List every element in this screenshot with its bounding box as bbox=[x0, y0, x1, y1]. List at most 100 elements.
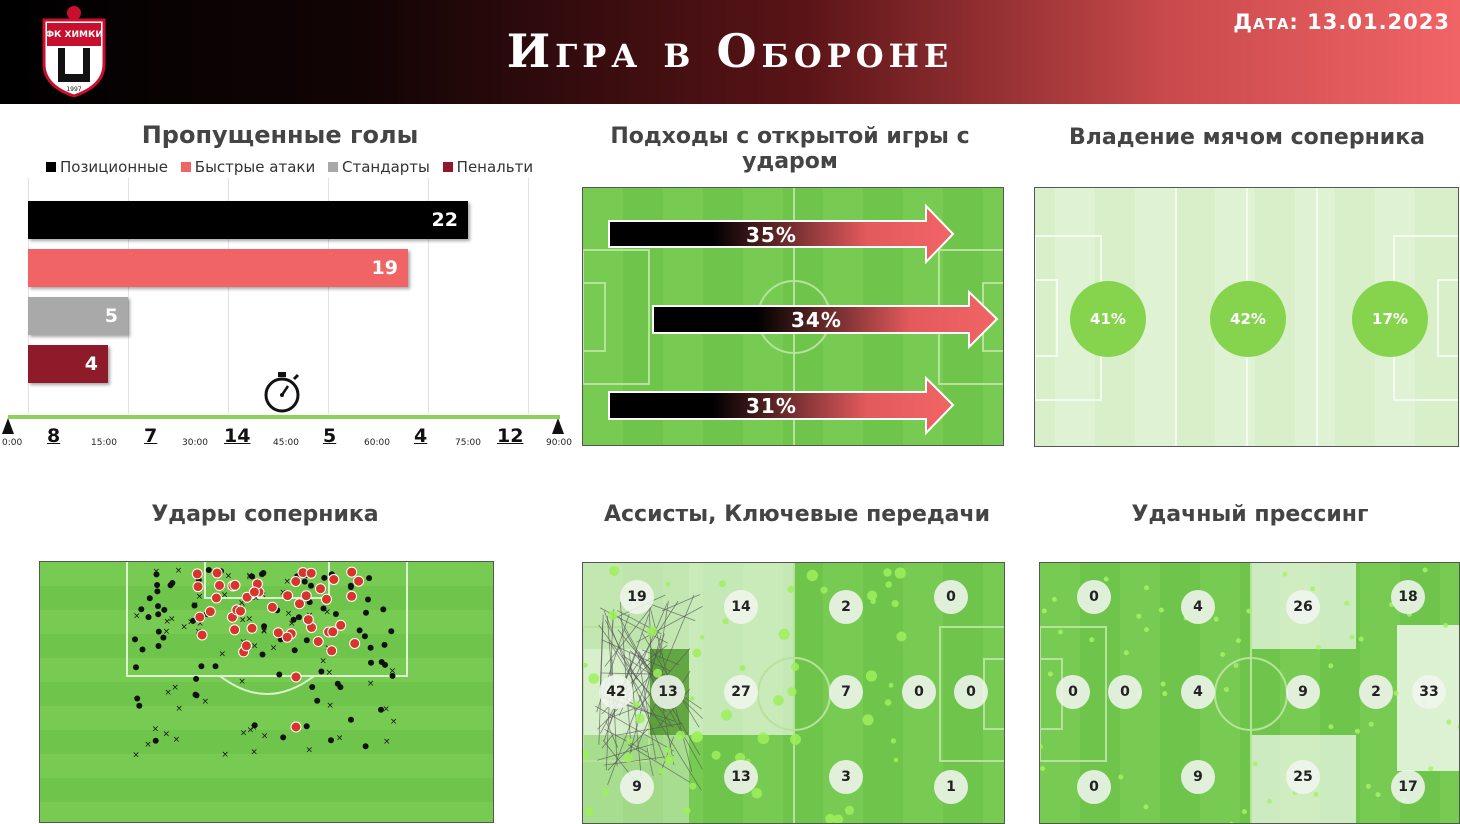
assists-zone-count: 1 bbox=[934, 770, 968, 804]
gridline bbox=[228, 178, 229, 414]
svg-text:×: × bbox=[132, 750, 140, 760]
pressing-zone-count: 0 bbox=[1056, 675, 1090, 709]
svg-text:×: × bbox=[270, 644, 278, 654]
svg-text:×: × bbox=[152, 725, 160, 735]
period-goals: 14 bbox=[224, 425, 251, 447]
pressing-zone-count: 18 bbox=[1391, 580, 1425, 614]
timeline-tick: 60:00 bbox=[364, 438, 390, 448]
svg-text:×: × bbox=[251, 641, 259, 651]
pressing-zone-count: 25 bbox=[1286, 760, 1320, 794]
svg-text:×: × bbox=[246, 571, 254, 581]
pressing-zone-count: 2 bbox=[1359, 675, 1393, 709]
svg-text:×: × bbox=[219, 650, 227, 660]
svg-text:×: × bbox=[389, 667, 397, 677]
bar-3: 5 bbox=[28, 297, 128, 335]
assists-zone-count: 0 bbox=[954, 675, 988, 709]
gridline bbox=[528, 178, 529, 414]
timeline-tick: 30:00 bbox=[182, 438, 208, 448]
legend-positional: Позиционные bbox=[44, 158, 168, 176]
svg-text:×: × bbox=[283, 577, 291, 587]
pressing-zone-count: 0 bbox=[1077, 580, 1111, 614]
entry-arrows bbox=[608, 203, 999, 436]
bar-4: 4 bbox=[28, 345, 108, 383]
svg-text:×: × bbox=[306, 746, 314, 756]
arrow-right-lane bbox=[608, 375, 955, 436]
possession-title: Владение мячом соперника bbox=[1069, 125, 1425, 150]
pressing-zone-count: 17 bbox=[1391, 770, 1425, 804]
period-goals: 8 bbox=[47, 425, 61, 447]
assists-pitch: 19 14 2 0 42 13 27 7 0 0 9 13 3 1 bbox=[582, 562, 1005, 824]
lane-percent: 35% bbox=[746, 223, 797, 247]
svg-text:×: × bbox=[163, 617, 171, 627]
timeline-tick: 90:00 bbox=[546, 438, 572, 448]
svg-text:×: × bbox=[180, 622, 188, 632]
pressing-pitch: 0 4 26 18 0 0 4 9 2 33 0 9 25 17 bbox=[1039, 562, 1460, 824]
svg-text:×: × bbox=[133, 611, 141, 621]
pressing-zone-count: 33 bbox=[1412, 675, 1446, 709]
svg-text:×: × bbox=[252, 594, 260, 604]
gridline bbox=[28, 178, 29, 414]
svg-text:×: × bbox=[171, 683, 179, 693]
possession-third-middle: 42% bbox=[1210, 281, 1286, 357]
svg-text:×: × bbox=[196, 619, 204, 629]
svg-text:×: × bbox=[319, 656, 327, 666]
assists-zone-count: 14 bbox=[724, 590, 758, 624]
match-timeline bbox=[8, 415, 560, 419]
svg-text:×: × bbox=[163, 627, 171, 637]
assists-zone-count: 2 bbox=[829, 590, 863, 624]
svg-text:×: × bbox=[390, 717, 398, 727]
assists-zone-count: 0 bbox=[902, 675, 936, 709]
lane-percent: 31% bbox=[746, 394, 797, 418]
header-banner: ФК ХИМКИ 1997 Игра в Обороне Дата: 13.01… bbox=[0, 0, 1460, 104]
logo-year: 1997 bbox=[66, 86, 81, 93]
timeline-tick: 15:00 bbox=[91, 438, 117, 448]
assists-zone-count: 7 bbox=[829, 675, 863, 709]
pressing-zone-count: 4 bbox=[1181, 590, 1215, 624]
assists-zone-count: 42 bbox=[599, 675, 633, 709]
period-goals: 5 bbox=[323, 425, 337, 447]
lane-percent: 34% bbox=[791, 308, 842, 332]
svg-text:×: × bbox=[163, 730, 171, 740]
assists-zone-count: 13 bbox=[651, 675, 685, 709]
goals-conceded-title: Пропущенные голы bbox=[141, 121, 419, 149]
assists-zone-count: 13 bbox=[724, 760, 758, 794]
pressing-zone-count: 4 bbox=[1181, 675, 1215, 709]
page-title: Игра в Обороне bbox=[506, 24, 954, 78]
pressing-zone-count: 0 bbox=[1077, 770, 1111, 804]
svg-text:×: × bbox=[260, 627, 268, 637]
svg-text:×: × bbox=[221, 591, 229, 601]
open-play-title: Подходы с открытой игры с ударом bbox=[610, 124, 970, 174]
svg-text:×: × bbox=[382, 705, 390, 715]
shots-title: Удары соперника bbox=[151, 502, 379, 527]
possession-third-attacking: 17% bbox=[1352, 281, 1428, 357]
legend-set-pieces: Стандарты bbox=[326, 158, 430, 176]
possession-third-defensive: 41% bbox=[1070, 281, 1146, 357]
svg-text:×: × bbox=[246, 573, 254, 583]
svg-text:×: × bbox=[326, 701, 334, 711]
svg-text:×: × bbox=[239, 616, 247, 626]
timeline-tick: 0:00 bbox=[2, 438, 23, 448]
period-goals: 4 bbox=[414, 425, 428, 447]
svg-text:×: × bbox=[336, 734, 344, 744]
shot-markers: ×××× × ××××××××××××× ×××××××××××××××××× ××××… bbox=[132, 566, 398, 760]
arrow-center-lane bbox=[652, 289, 999, 350]
timeline-end-marker bbox=[552, 418, 564, 434]
svg-text:×: × bbox=[238, 677, 246, 687]
gridline bbox=[428, 178, 429, 414]
goals-legend: Позиционные Быстрые атаки Стандарты Пена… bbox=[44, 158, 539, 176]
svg-text:×: × bbox=[238, 599, 246, 609]
bar-2: 19 bbox=[28, 249, 408, 287]
svg-text:×: × bbox=[247, 726, 255, 736]
svg-text:×: × bbox=[285, 609, 293, 619]
timeline-tick: 75:00 bbox=[455, 438, 481, 448]
arrow-left-lane bbox=[608, 203, 955, 265]
svg-text:×: × bbox=[225, 571, 233, 581]
svg-text:×: × bbox=[250, 747, 258, 757]
svg-text:×: × bbox=[168, 615, 176, 625]
svg-text:×: × bbox=[260, 626, 268, 636]
svg-text:×: × bbox=[175, 704, 183, 714]
svg-text:×: × bbox=[261, 732, 269, 742]
assists-zone-count: 3 bbox=[829, 760, 863, 794]
svg-text:×: × bbox=[196, 592, 204, 602]
gridline bbox=[328, 178, 329, 414]
